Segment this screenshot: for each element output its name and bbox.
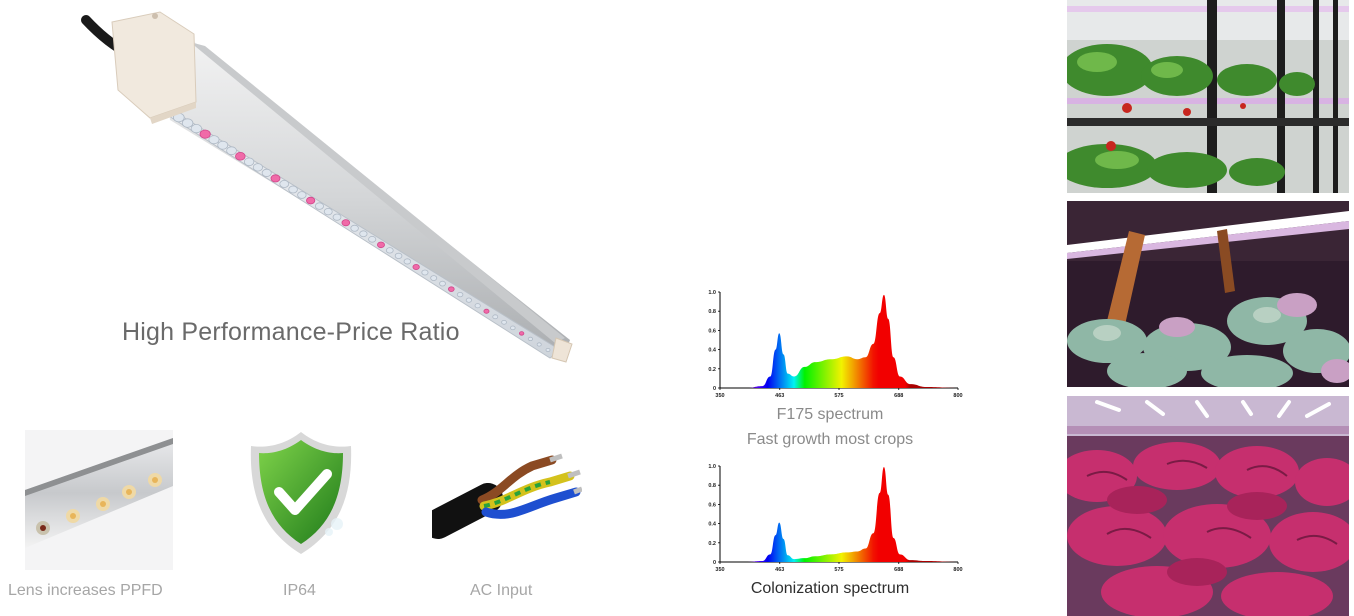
led-dot (341, 219, 351, 227)
led-dot (306, 196, 316, 205)
led-dot (456, 291, 464, 298)
led-dot (190, 123, 203, 134)
led-dot (350, 224, 359, 232)
y-tick-label: 0 (713, 386, 716, 392)
feature-label-ip64: IP64 (283, 582, 316, 599)
led-dot (323, 208, 333, 216)
led-dot (332, 213, 342, 221)
led-dot (439, 280, 446, 287)
x-tick-label: 463 (775, 567, 784, 573)
x-tick-label: 350 (715, 393, 724, 399)
led-dot (252, 163, 263, 172)
spectrum-area (720, 294, 958, 388)
led-dot (279, 180, 290, 188)
led-dot (483, 308, 490, 314)
led-dot (474, 303, 481, 309)
chart-axes (719, 466, 958, 563)
led-dot (208, 135, 220, 145)
spectrum-caption-f175-subtitle: Fast growth most crops (746, 431, 914, 448)
strawberry-vertical-farm-photo (1067, 0, 1349, 193)
led-dot (430, 275, 438, 281)
y-tick-label: 0.8 (708, 483, 716, 489)
spectrum-caption-colonization: Colonization spectrum (750, 580, 910, 597)
feature-label-ac-input: AC Input (470, 582, 533, 599)
spectrum-chart-colonization: 0 0.2 0.4 0.6 0.8 1.0 350 463 575 688 800 (708, 464, 962, 573)
led-dot (465, 297, 473, 303)
x-tick-label: 688 (894, 393, 903, 399)
x-tick-label: 463 (775, 393, 784, 399)
led-dot (536, 342, 542, 347)
led-dot (421, 269, 429, 276)
feature-ac-input (423, 436, 583, 546)
y-tick-label: 0.2 (708, 541, 716, 547)
spectrum-area (720, 466, 958, 562)
led-bar-product-image (81, 11, 573, 363)
headline: High Performance-Price Ratio (122, 318, 460, 346)
y-tick-label: 0.4 (708, 348, 717, 354)
y-tick-label: 0.4 (708, 522, 717, 528)
led-dot (243, 157, 255, 167)
red-leaf-lettuce-photo (1067, 396, 1349, 616)
led-dot (270, 174, 281, 183)
y-tick-label: 0.6 (708, 328, 716, 334)
led-dot (448, 286, 455, 292)
x-tick-label: 800 (953, 393, 962, 399)
led-dot (394, 252, 403, 260)
led-dot (492, 314, 499, 320)
led-dot (527, 336, 533, 342)
led-dot (199, 129, 211, 139)
x-tick-label: 575 (834, 393, 843, 399)
led-dot (518, 331, 525, 336)
x-tick-label: 800 (953, 567, 962, 573)
x-tick-label: 575 (834, 567, 843, 573)
led-dot (385, 247, 394, 254)
y-tick-label: 0.8 (708, 309, 716, 315)
feature-lens (25, 430, 173, 570)
x-tick-label: 350 (715, 567, 724, 573)
led-dot (368, 235, 377, 243)
led-dot (403, 258, 412, 265)
led-dot (297, 191, 307, 199)
led-dot (235, 151, 246, 161)
y-tick-label: 1.0 (708, 290, 716, 296)
led-dot (181, 118, 194, 128)
led-dot (359, 230, 368, 238)
succulents-grow-light-photo (1067, 201, 1349, 387)
led-dot (261, 168, 272, 177)
led-dot (510, 325, 516, 331)
y-tick-label: 0.6 (708, 502, 716, 508)
led-dot (226, 146, 237, 156)
feature-ip64 (245, 428, 357, 558)
led-dot (545, 347, 551, 352)
power-cable-icon (423, 453, 583, 539)
y-tick-label: 0 (713, 560, 716, 566)
shield-check-icon (250, 432, 352, 554)
lens-closeup-icon (25, 430, 173, 570)
x-tick-label: 688 (894, 567, 903, 573)
led-dot (377, 241, 385, 249)
y-tick-label: 1.0 (708, 464, 716, 470)
led-dot (501, 320, 507, 325)
spectrum-chart-f175: 0 0.2 0.4 0.6 0.8 1.0 350 463 575 688 800 (708, 290, 962, 399)
led-dot (217, 140, 229, 150)
led-dot (288, 185, 298, 194)
led-dot (412, 263, 420, 270)
y-tick-label: 0.2 (708, 367, 716, 373)
spectrum-caption-f175-title: F175 spectrum (776, 406, 884, 423)
led-dot (314, 202, 324, 210)
feature-label-lens: Lens increases PPFD (8, 582, 163, 599)
